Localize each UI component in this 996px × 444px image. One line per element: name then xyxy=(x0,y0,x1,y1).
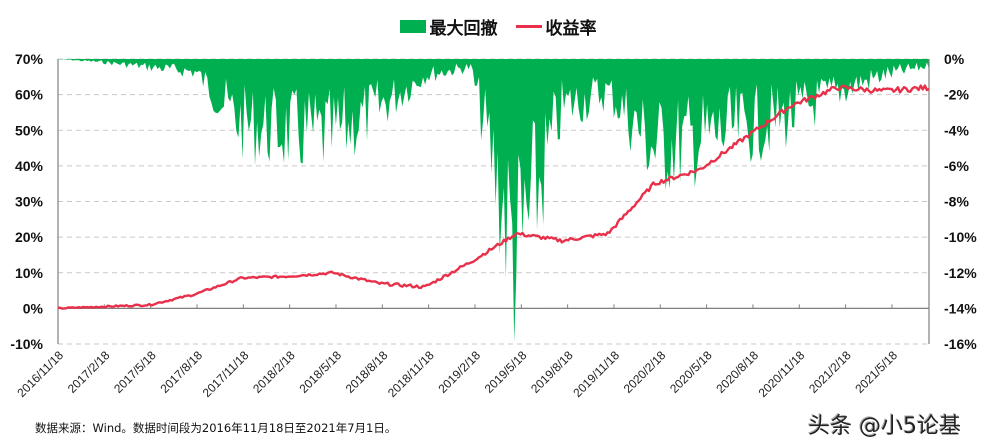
right-y-tick-label: -12% xyxy=(944,265,977,281)
x-tick-label: 2018/5/18 xyxy=(296,348,344,396)
legend-item-return: 收益率 xyxy=(515,14,597,39)
left-y-tick-label: -10% xyxy=(10,336,43,352)
chart-plot: 70% 60% 50% 40% 30% 20% 10% 0% -10% 0% -2% -4% -6% -… xyxy=(10,51,977,400)
x-tick-label: 2018/11/18 xyxy=(385,348,437,400)
source-footnote: 数据来源：Wind。数据时间段为2016年11月18日至2021年7月1日。 xyxy=(35,421,397,435)
x-tick-label: 2017/2/18 xyxy=(65,348,113,396)
left-y-tick-label: 60% xyxy=(15,87,44,103)
x-axis-labels: 2016/11/182017/2/182017/5/182017/8/18201… xyxy=(14,348,900,400)
left-y-tick-label: 0% xyxy=(23,300,44,316)
x-tick-label: 2019/2/18 xyxy=(435,348,483,396)
x-tick-label: 2019/5/18 xyxy=(482,348,530,396)
legend-return-label: 收益率 xyxy=(545,19,597,39)
right-y-tick-label: -14% xyxy=(944,300,977,316)
x-tick-label: 2019/11/18 xyxy=(570,348,622,400)
x-tick-label: 2021/5/18 xyxy=(852,348,900,396)
x-tick-label: 2021/2/18 xyxy=(806,348,854,396)
x-tick-label: 2017/5/18 xyxy=(111,348,159,396)
legend-item-drawdown: 最大回撤 xyxy=(399,14,498,39)
right-y-tick-label: -6% xyxy=(944,158,969,174)
right-y-tick-label: -10% xyxy=(944,229,977,245)
right-y-tick-label: -16% xyxy=(944,336,977,352)
left-y-tick-label: 10% xyxy=(15,265,44,281)
legend-drawdown-label: 最大回撤 xyxy=(429,19,498,39)
x-tick-label: 2018/8/18 xyxy=(343,348,391,396)
chart-legend: 最大回撤 收益率 xyxy=(0,14,996,39)
x-tick-label: 2018/2/18 xyxy=(250,348,298,396)
left-y-axis-labels: 70% 60% 50% 40% 30% 20% 10% 0% -10% xyxy=(10,51,43,352)
right-y-axis-labels: 0% -2% -4% -6% -8% -10% -12% -14% -16% xyxy=(944,51,977,352)
drawdown-swatch-icon xyxy=(399,20,426,33)
return-polyline xyxy=(57,84,930,310)
left-y-tick-label: 40% xyxy=(15,158,44,174)
axes xyxy=(57,59,930,344)
x-tick-label: 2020/2/18 xyxy=(621,348,669,396)
x-tick-label: 2020/11/18 xyxy=(756,348,808,400)
x-tick-label: 2019/8/18 xyxy=(528,348,576,396)
right-y-tick-label: -8% xyxy=(944,194,969,210)
x-tick-label: 2020/5/18 xyxy=(667,348,715,396)
left-y-tick-label: 30% xyxy=(15,194,44,210)
left-y-tick-label: 50% xyxy=(15,122,44,138)
x-tick-label: 2017/11/18 xyxy=(200,348,252,400)
left-y-tick-label: 70% xyxy=(15,51,44,67)
return-swatch-icon xyxy=(515,25,542,28)
right-y-tick-label: -2% xyxy=(944,87,969,103)
right-y-tick-label: -4% xyxy=(944,122,969,138)
watermark: 头条 @小5论基 xyxy=(808,414,961,439)
x-tick-label: 2016/11/18 xyxy=(14,348,66,400)
return-line xyxy=(57,84,930,310)
x-tick-label: 2020/8/18 xyxy=(713,348,761,396)
left-y-tick-label: 20% xyxy=(15,229,44,245)
right-y-tick-label: 0% xyxy=(944,51,965,67)
x-tick-label: 2017/8/18 xyxy=(157,348,205,396)
